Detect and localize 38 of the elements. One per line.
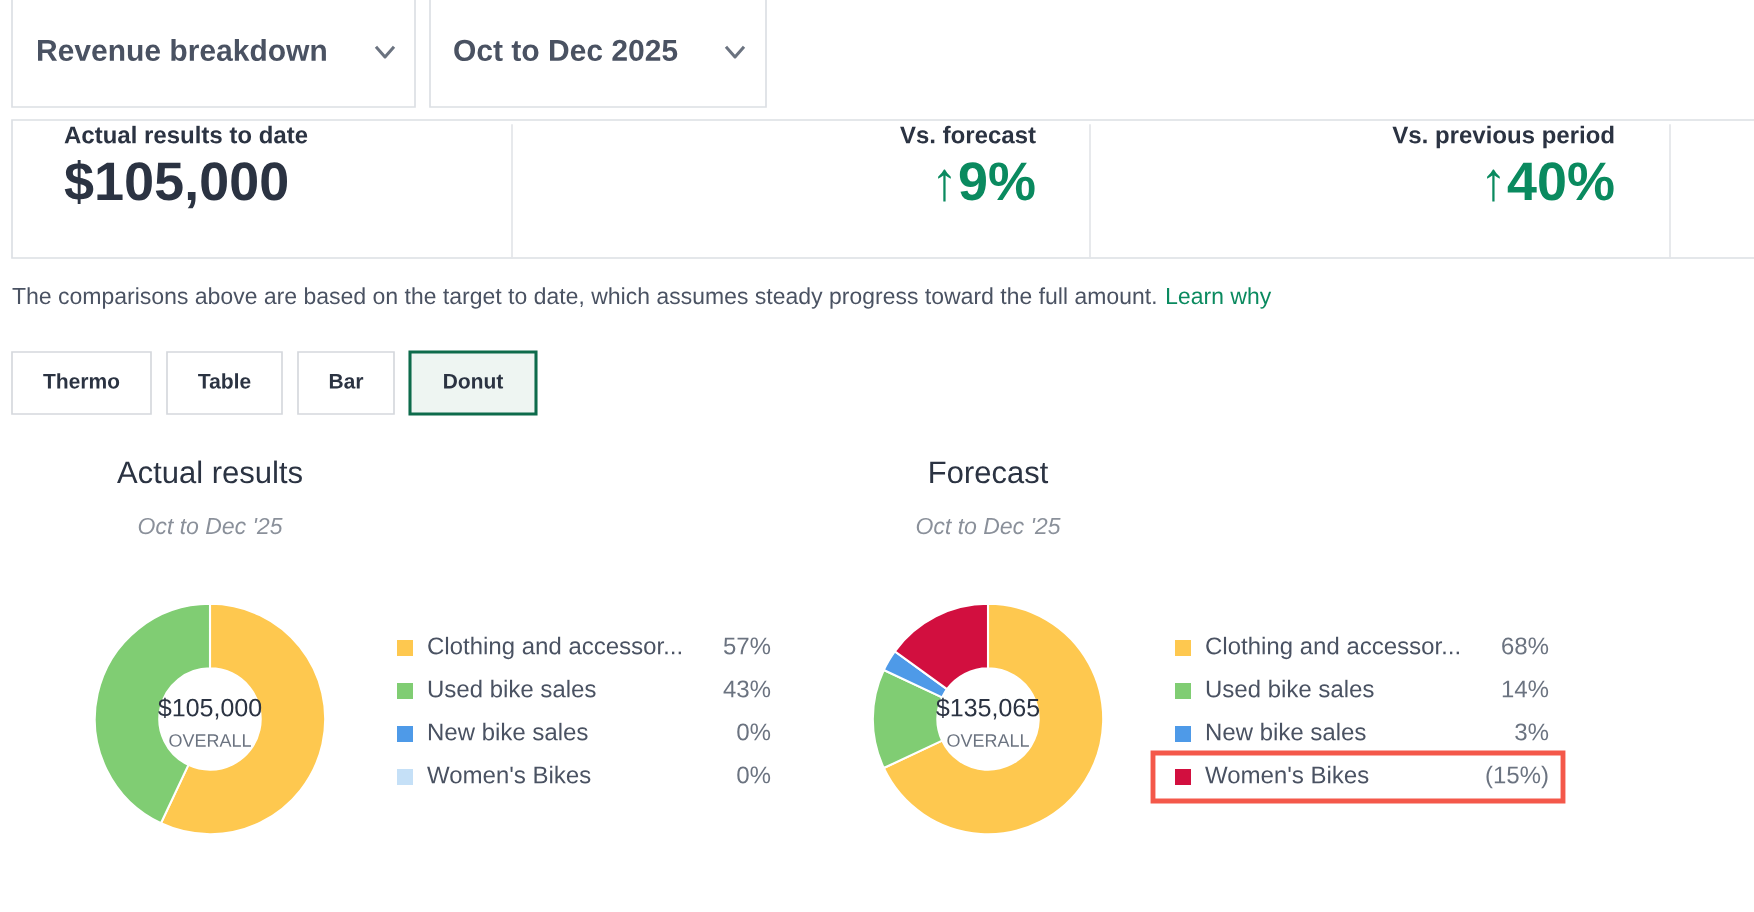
text: Actual results to date (64, 125, 308, 144)
data-label: 14% (1502, 680, 1549, 698)
data-label: 68% (1502, 637, 1549, 655)
chart-subtitle: Oct to Dec '25 (138, 517, 283, 535)
data-label: (15%) (1486, 765, 1548, 789)
text: Bar (329, 373, 364, 389)
data-label: 3% (1515, 723, 1549, 741)
text: Revenue breakdown (38, 39, 326, 62)
text: $135,065 (936, 697, 1040, 720)
data-label: 57% (723, 637, 771, 655)
legend-label: Used bike sales (1206, 679, 1374, 698)
text: Vs. forecast (900, 125, 1036, 144)
text: $105,000 (64, 159, 288, 209)
text: Oct to Dec 2025 (454, 39, 678, 62)
text: Learn why (1167, 287, 1272, 309)
legend-label: New bike sales (428, 722, 588, 741)
text: ↑9% (938, 162, 1035, 202)
text: OVERALL (947, 734, 1029, 747)
text: $105,000 (158, 697, 262, 720)
text: Donut (444, 373, 504, 389)
chart-title: Actual results (117, 460, 302, 484)
text: Thermo (43, 373, 120, 389)
data-label: 43% (723, 680, 771, 698)
legend-label: Clothing and accessor... (1206, 636, 1459, 660)
text: Vs. previous period (1392, 125, 1614, 149)
legend-label: Women's Bikes (427, 765, 591, 784)
text: 0% (737, 723, 771, 741)
text: Table (198, 373, 251, 389)
text: 0% (737, 766, 771, 784)
legend-label: Used bike sales (428, 679, 596, 698)
text: ↑40% (1487, 162, 1614, 202)
legend-label: New bike sales (1206, 722, 1366, 741)
legend-label: Clothing and accessor... (428, 636, 681, 660)
chart-subtitle: Oct to Dec '25 (916, 517, 1061, 535)
text: The comparisons above are based on the target to date, which assumes steady progress toward the full amount. (12, 287, 1156, 309)
text: OVERALL (169, 734, 251, 747)
chart-title: Forecast (930, 461, 1049, 484)
legend-label: Women's Bikes (1205, 765, 1369, 784)
